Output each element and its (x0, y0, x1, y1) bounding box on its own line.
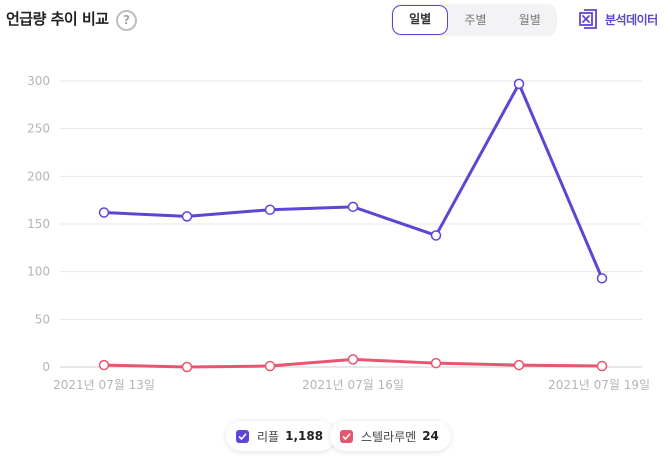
tab-monthly[interactable]: 월별 (518, 13, 541, 27)
line-chart: 0 50 100 150 200 250 300 2021년 07월 13일 2021년 07월… (27, 74, 650, 392)
data-point (181, 361, 193, 373)
excel-icon (579, 9, 597, 29)
help-icon[interactable]: ? (116, 10, 137, 31)
y-tick-label: 300 (27, 74, 50, 88)
checkbox-icon (340, 429, 353, 443)
legend-name: 스텔라루멘 (361, 429, 417, 444)
data-point (596, 360, 608, 372)
data-point (98, 359, 110, 371)
data-point (347, 354, 359, 365)
x-tick-label: 2021년 07월 19일 (548, 378, 650, 392)
legend-item-stellar[interactable]: 스텔라루멘 24 (330, 421, 451, 451)
legend-item-ripple[interactable]: 리플 1,188 (226, 421, 336, 451)
data-point (596, 273, 608, 284)
tab-weekly[interactable]: 주별 (464, 13, 487, 27)
data-point (513, 359, 525, 371)
data-point (98, 207, 110, 218)
data-point (264, 360, 276, 372)
legend-count: 24 (422, 429, 439, 443)
legend-name: 리플 (257, 429, 280, 444)
y-tick-label: 250 (27, 122, 50, 136)
export-label: 분석데이터 (605, 12, 658, 27)
y-tick-label: 50 (35, 312, 50, 326)
data-point (347, 201, 359, 213)
data-point (513, 78, 525, 90)
data-point (430, 357, 442, 369)
data-point (264, 204, 276, 215)
x-tick-label: 2021년 07월 13일 (53, 378, 155, 392)
period-toggle: 일별 주별 월별 (391, 4, 557, 36)
export-data-button[interactable]: 분석데이터 (578, 8, 658, 30)
data-point (430, 230, 442, 241)
y-tick-label: 150 (27, 217, 50, 231)
tab-daily[interactable]: 일별 (392, 5, 449, 35)
y-tick-label: 100 (27, 265, 50, 279)
chart-title: 언급량 추이 비교 (6, 10, 109, 28)
legend-count: 1,188 (285, 429, 324, 443)
series-line (103, 82, 604, 279)
y-tick-label: 0 (42, 360, 50, 374)
data-point (181, 211, 193, 222)
x-tick-label: 2021년 07월 16일 (302, 378, 404, 392)
checkbox-icon (236, 429, 249, 443)
y-tick-label: 200 (27, 169, 50, 183)
